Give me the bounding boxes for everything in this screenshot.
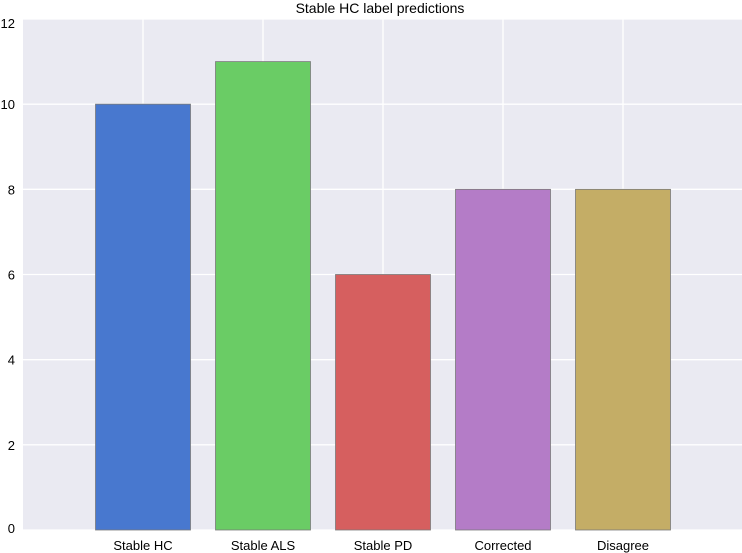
bars — [95, 61, 671, 531]
y-tick-label: 10 — [1, 97, 15, 112]
bar-corrected — [455, 188, 551, 531]
chart-title: Stable HC label predictions — [296, 0, 465, 16]
x-tick-label: Stable PD — [354, 538, 413, 553]
y-tick-label: 6 — [8, 268, 15, 283]
y-tick-label: 2 — [8, 438, 15, 453]
x-axis-ticks: Stable HC Stable ALS Stable PD Corrected Dis… — [113, 538, 649, 553]
y-axis-ticks: 0 2 4 6 8 10 12 — [1, 16, 15, 536]
y-tick-label: 8 — [8, 182, 15, 197]
y-tick-label: 4 — [8, 353, 15, 368]
x-tick-label: Disagree — [597, 538, 649, 553]
bar-stable-pd — [335, 274, 431, 531]
y-tick-label: 12 — [1, 16, 15, 31]
bar-stable-als — [215, 61, 311, 531]
x-tick-label: Corrected — [474, 538, 531, 553]
x-tick-label: Stable ALS — [231, 538, 296, 553]
bar-disagree — [575, 188, 671, 531]
bar-stable-hc — [95, 103, 191, 531]
x-tick-label: Stable HC — [113, 538, 172, 553]
y-tick-label: 0 — [8, 521, 15, 536]
